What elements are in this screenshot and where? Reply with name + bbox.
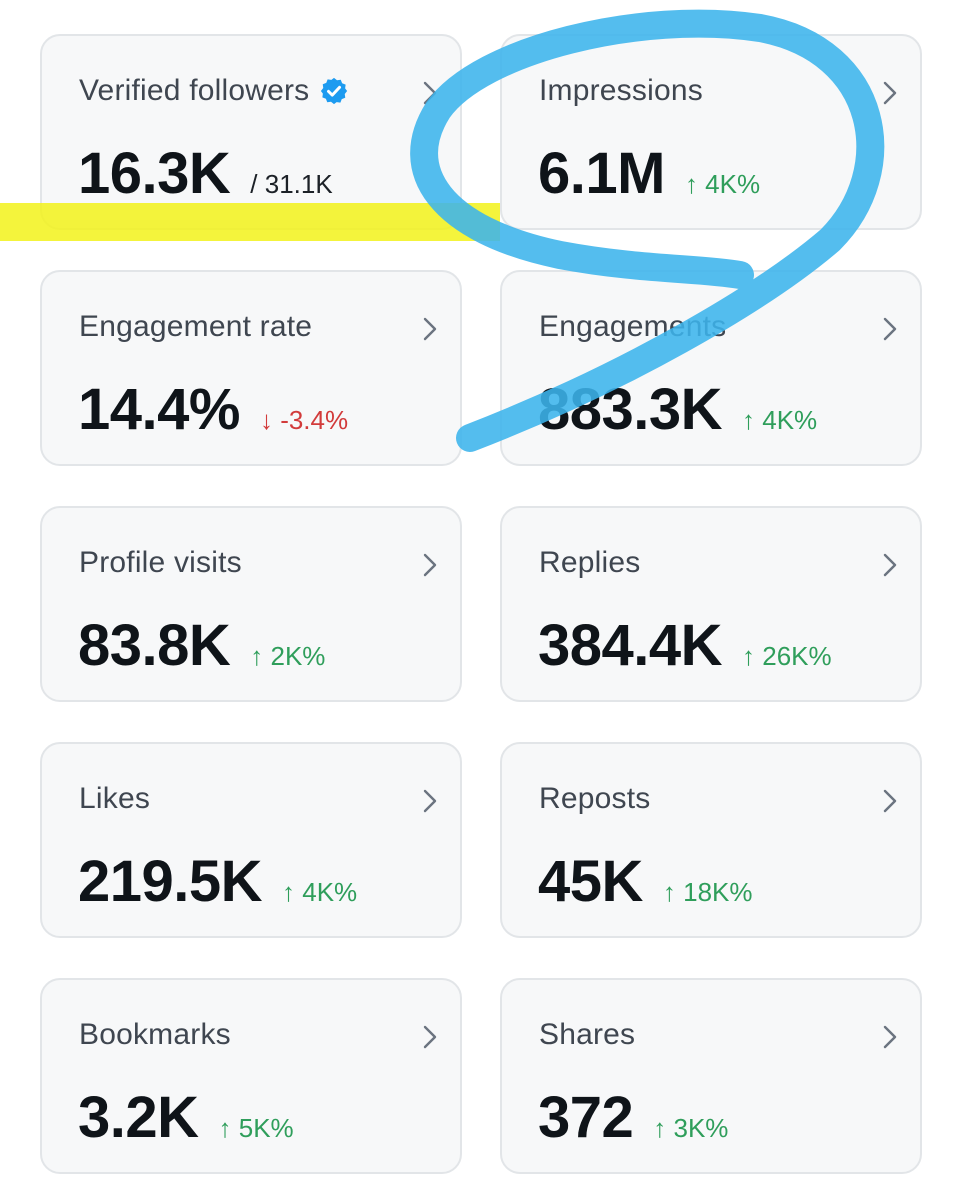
chevron-right-icon xyxy=(423,553,437,577)
chevron-right-icon xyxy=(423,317,437,341)
verified-badge-icon xyxy=(321,77,348,105)
bookmarks-card[interactable]: Bookmarks 3.2K ↑ 5K% xyxy=(40,978,462,1174)
chevron-right-icon xyxy=(423,81,437,105)
bookmarks-label: Bookmarks xyxy=(79,1018,231,1051)
metric-value-row: 883.3K ↑ 4K% xyxy=(538,376,817,443)
likes-change: ↑ 4K% xyxy=(282,877,358,907)
engagement-rate-card[interactable]: Engagement rate 14.4% ↓ -3.4% xyxy=(40,270,462,466)
replies-change: ↑ 26K% xyxy=(742,641,832,671)
shares-card[interactable]: Shares 372 ↑ 3K% xyxy=(500,978,922,1174)
metric-value-row: 6.1M ↑ 4K% xyxy=(538,140,760,207)
engagements-label: Engagements xyxy=(539,310,727,343)
shares-change: ↑ 3K% xyxy=(653,1113,729,1143)
bookmarks-value: 3.2K xyxy=(78,1085,199,1150)
reposts-change: ↑ 18K% xyxy=(662,877,753,907)
likes-label: Likes xyxy=(79,782,151,815)
engagement-rate-change: ↓ -3.4% xyxy=(259,405,349,435)
total-followers-value: / 31.1K xyxy=(250,169,333,199)
replies-label: Replies xyxy=(539,546,641,579)
metric-value-row: 14.4% ↓ -3.4% xyxy=(78,376,348,443)
profile-visits-card[interactable]: Profile visits 83.8K ↑ 2K% xyxy=(40,506,462,702)
metric-value-row: 219.5K ↑ 4K% xyxy=(78,848,357,915)
shares-value: 372 xyxy=(538,1085,634,1150)
engagements-change: ↑ 4K% xyxy=(742,405,818,435)
chevron-right-icon xyxy=(883,789,897,813)
shares-label: Shares xyxy=(539,1018,636,1051)
chevron-right-icon xyxy=(423,1025,437,1049)
chevron-right-icon xyxy=(883,317,897,341)
reposts-label: Reposts xyxy=(539,782,651,815)
verified-followers-value: 16.3K xyxy=(78,141,231,206)
impressions-change: ↑ 4K% xyxy=(684,169,761,199)
profile-visits-change: ↑ 2K% xyxy=(250,641,326,671)
likes-value: 219.5K xyxy=(78,849,263,914)
engagements-value: 883.3K xyxy=(538,377,723,442)
impressions-value: 6.1M xyxy=(538,141,665,206)
card-label-wrap: Verified followers xyxy=(79,74,349,108)
metric-value-row: 16.3K / 31.1K xyxy=(78,140,333,207)
bookmarks-change: ↑ 5K% xyxy=(218,1113,294,1143)
metric-value-row: 372 ↑ 3K% xyxy=(538,1084,728,1151)
verified-followers-label: Verified followers xyxy=(79,74,310,107)
replies-value: 384.4K xyxy=(538,613,723,678)
chevron-right-icon xyxy=(883,553,897,577)
chevron-right-icon xyxy=(883,81,897,105)
reposts-value: 45K xyxy=(538,849,643,914)
profile-visits-value: 83.8K xyxy=(78,613,231,678)
metric-value-row: 83.8K ↑ 2K% xyxy=(78,612,325,679)
chevron-right-icon xyxy=(423,789,437,813)
metric-value-row: 384.4K ↑ 26K% xyxy=(538,612,832,679)
chevron-right-icon xyxy=(883,1025,897,1049)
profile-visits-label: Profile visits xyxy=(79,546,242,579)
engagements-card[interactable]: Engagements 883.3K ↑ 4K% xyxy=(500,270,922,466)
impressions-label: Impressions xyxy=(539,74,703,107)
engagement-rate-label: Engagement rate xyxy=(79,310,313,343)
verified-followers-card[interactable]: Verified followers 16.3K / 31.1K xyxy=(40,34,462,230)
reposts-card[interactable]: Reposts 45K ↑ 18K% xyxy=(500,742,922,938)
metric-value-row: 3.2K ↑ 5K% xyxy=(78,1084,294,1151)
likes-card[interactable]: Likes 219.5K ↑ 4K% xyxy=(40,742,462,938)
engagement-rate-value: 14.4% xyxy=(78,377,240,442)
impressions-card[interactable]: Impressions 6.1M ↑ 4K% xyxy=(500,34,922,230)
metric-value-row: 45K ↑ 18K% xyxy=(538,848,753,915)
replies-card[interactable]: Replies 384.4K ↑ 26K% xyxy=(500,506,922,702)
